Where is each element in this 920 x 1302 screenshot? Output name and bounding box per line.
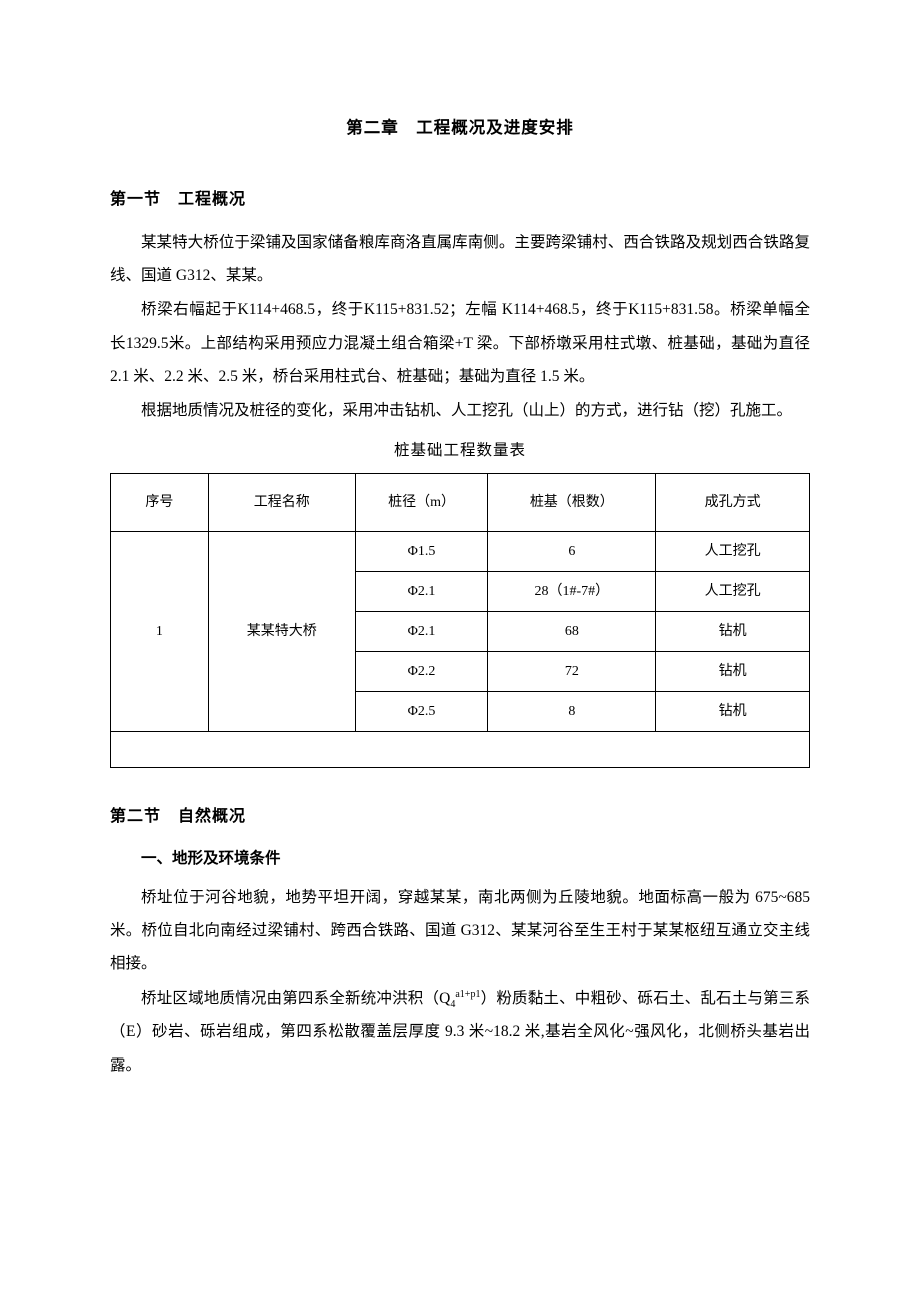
cell-diameter: Φ2.1 bbox=[355, 572, 488, 612]
th-diameter: 桩径（m） bbox=[355, 474, 488, 532]
section1-para3: 根据地质情况及桩径的变化，采用冲击钻机、人工挖孔（山上）的方式，进行钻（挖）孔施… bbox=[110, 394, 810, 427]
cell-diameter: Φ2.1 bbox=[355, 612, 488, 652]
para2-sup: a1+p1 bbox=[455, 989, 480, 1000]
cell-count: 72 bbox=[488, 652, 656, 692]
section2-para2: 桥址区域地质情况由第四系全新统冲洪积（Q4a1+p1）粉质黏土、中粗砂、砾石土、… bbox=[110, 982, 810, 1082]
para2-sub: 4 bbox=[450, 999, 455, 1010]
chapter-title: 第二章 工程概况及进度安排 bbox=[110, 110, 810, 145]
blank-cell bbox=[111, 732, 810, 768]
cell-diameter: Φ1.5 bbox=[355, 532, 488, 572]
cell-count: 68 bbox=[488, 612, 656, 652]
cell-count: 6 bbox=[488, 532, 656, 572]
th-count: 桩基（根数） bbox=[488, 474, 656, 532]
section1-para2: 桥梁右幅起于K114+468.5，终于K115+831.52；左幅 K114+4… bbox=[110, 293, 810, 393]
table-row: 1 某某特大桥 Φ1.5 6 人工挖孔 bbox=[111, 532, 810, 572]
section2-para1: 桥址位于河谷地貌，地势平坦开阔，穿越某某，南北两侧为丘陵地貌。地面标高一般为 6… bbox=[110, 881, 810, 981]
cell-method: 钻机 bbox=[656, 692, 810, 732]
cell-method: 人工挖孔 bbox=[656, 572, 810, 612]
cell-count: 8 bbox=[488, 692, 656, 732]
cell-diameter: Φ2.5 bbox=[355, 692, 488, 732]
section1-title: 第一节 工程概况 bbox=[110, 183, 810, 217]
section2-sub1-title: 一、地形及环境条件 bbox=[110, 842, 810, 875]
cell-count: 28（1#-7#） bbox=[488, 572, 656, 612]
cell-seq: 1 bbox=[111, 532, 209, 732]
para2-pre: 桥址区域地质情况由第四系全新统冲洪积（Q bbox=[141, 990, 450, 1007]
section2-title: 第二节 自然概况 bbox=[110, 800, 810, 834]
cell-diameter: Φ2.2 bbox=[355, 652, 488, 692]
cell-project: 某某特大桥 bbox=[208, 532, 355, 732]
th-project: 工程名称 bbox=[208, 474, 355, 532]
pile-quantity-table: 序号 工程名称 桩径（m） 桩基（根数） 成孔方式 1 某某特大桥 Φ1.5 6… bbox=[110, 473, 810, 768]
table-caption: 桩基础工程数量表 bbox=[110, 434, 810, 467]
table-header-row: 序号 工程名称 桩径（m） 桩基（根数） 成孔方式 bbox=[111, 474, 810, 532]
cell-method: 人工挖孔 bbox=[656, 532, 810, 572]
th-method: 成孔方式 bbox=[656, 474, 810, 532]
cell-method: 钻机 bbox=[656, 612, 810, 652]
cell-method: 钻机 bbox=[656, 652, 810, 692]
th-seq: 序号 bbox=[111, 474, 209, 532]
table-blank-row bbox=[111, 732, 810, 768]
section1-para1: 某某特大桥位于梁铺及国家储备粮库商洛直属库南侧。主要跨梁铺村、西合铁路及规划西合… bbox=[110, 226, 810, 293]
